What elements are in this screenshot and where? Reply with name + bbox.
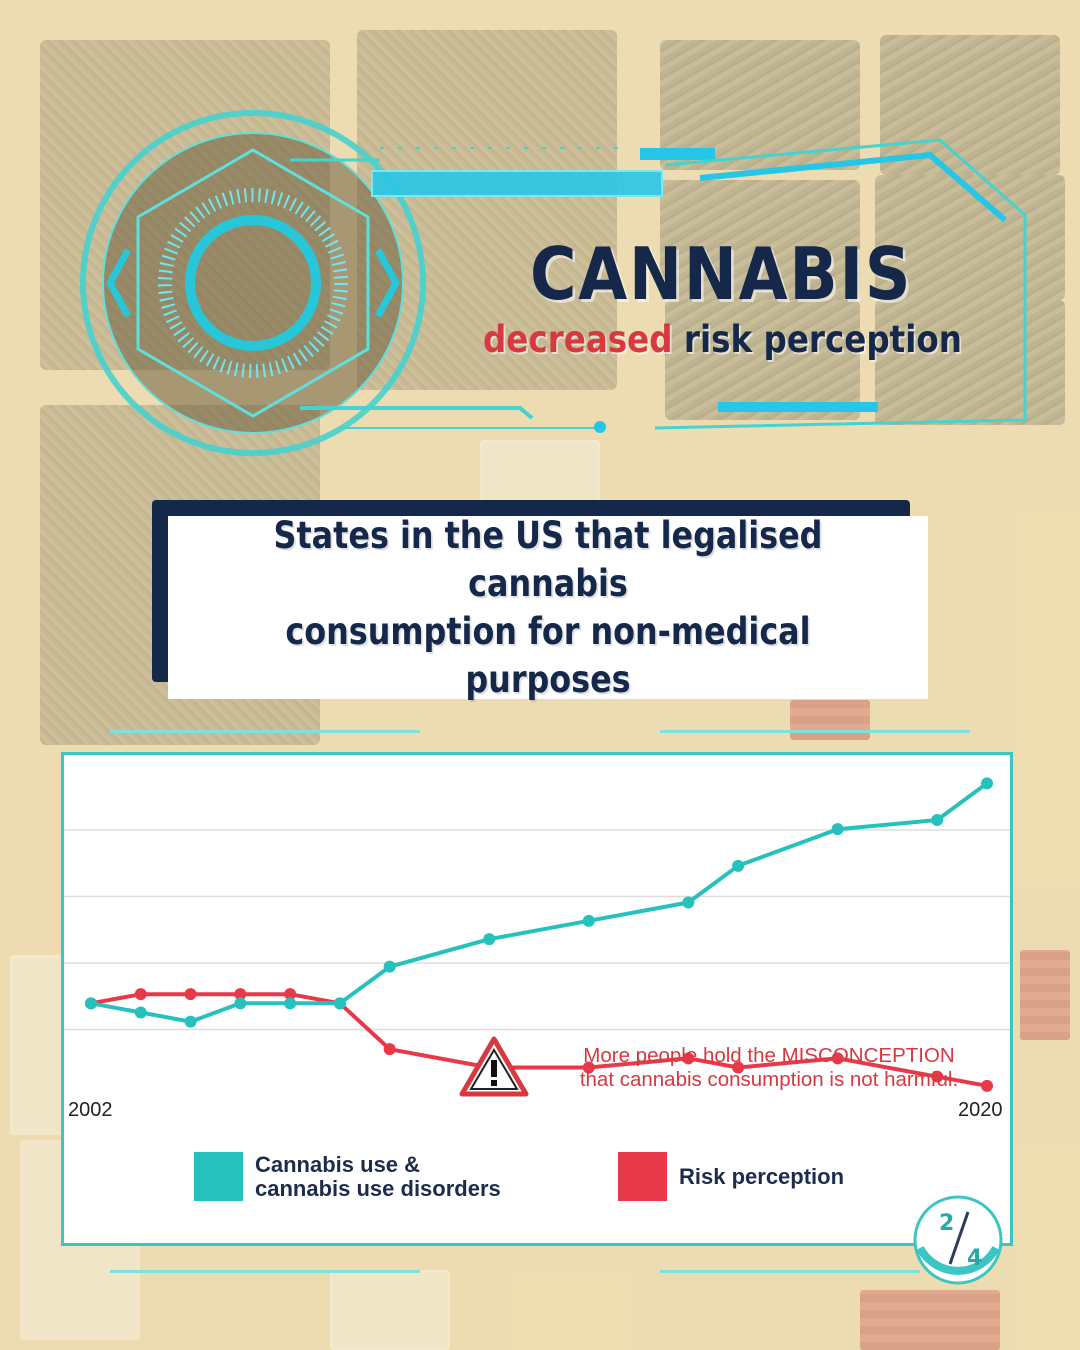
data-point-cannabis-use-cannabis-use-disorders: [383, 960, 396, 973]
data-point-risk-perception: [284, 988, 297, 1001]
data-point-cannabis-use-cannabis-use-disorders: [333, 997, 346, 1010]
legend-swatch-risk: [618, 1152, 667, 1201]
data-point-cannabis-use-cannabis-use-disorders: [931, 814, 944, 826]
data-point-cannabis-use-cannabis-use-disorders: [682, 896, 695, 909]
data-point-risk-perception: [383, 1043, 396, 1056]
page-current: 2: [939, 1211, 954, 1236]
data-point-cannabis-use-cannabis-use-disorders: [483, 933, 496, 946]
data-point-risk-perception: [134, 988, 147, 1001]
annotation-line-1: More people hold the MISCONCEPTION: [583, 1044, 955, 1067]
hud-decoration: [80, 110, 1027, 456]
data-point-cannabis-use-cannabis-use-disorders: [85, 997, 97, 1010]
frame-line: [660, 730, 970, 733]
frame-line: [660, 1270, 920, 1273]
data-point-cannabis-use-cannabis-use-disorders: [134, 1006, 147, 1019]
data-point-risk-perception: [931, 1070, 944, 1083]
data-point-risk-perception: [981, 1079, 993, 1092]
page-indicator: 2 4: [913, 1195, 1003, 1285]
data-point-risk-perception: [582, 1061, 595, 1074]
data-point-cannabis-use-cannabis-use-disorders: [234, 997, 247, 1010]
data-point-risk-perception: [831, 1052, 844, 1065]
chart-heading: States in the US that legalised cannabis…: [273, 513, 823, 701]
subtitle-rest: risk perception: [672, 318, 962, 361]
legend-swatch-cannabis: [194, 1152, 243, 1201]
subtitle-highlight: decreased: [483, 318, 673, 361]
page-total: 4: [967, 1246, 982, 1271]
frame-line: [110, 1270, 420, 1273]
chart-series: [85, 777, 993, 1092]
legend-label-risk: Risk perception: [679, 1163, 845, 1189]
misconception-annotation: More people hold the MISCONCEPTION that …: [534, 1044, 1004, 1092]
legend-item-cannabis-use: Cannabis use & cannabis use disorders: [194, 1152, 501, 1201]
series-line-risk-perception: [90, 992, 988, 1088]
data-point-risk-perception: [234, 988, 247, 1001]
page-subtitle: decreased risk perception: [483, 318, 962, 361]
x-tick-label-start: 2002: [68, 1099, 113, 1121]
data-point-risk-perception: [732, 1061, 745, 1074]
data-point-risk-perception: [682, 1052, 695, 1065]
legend-item-risk-perception: Risk perception: [618, 1152, 844, 1201]
chart-grid: [64, 829, 1010, 1031]
data-point-cannabis-use-cannabis-use-disorders: [831, 823, 844, 836]
heading-card: States in the US that legalised cannabis…: [168, 514, 928, 701]
annotation-line-2: that cannabis consumption is not harmful…: [579, 1068, 959, 1091]
data-point-cannabis-use-cannabis-use-disorders: [184, 1015, 197, 1028]
legend-label-cannabis: Cannabis use & cannabis use disorders: [255, 1151, 501, 1201]
series-line-cannabis-use-cannabis-use-disorders: [90, 781, 989, 1024]
page-title: CANNABIS: [530, 232, 913, 316]
data-point-cannabis-use-cannabis-use-disorders: [582, 914, 595, 927]
x-tick-label-end: 2020: [958, 1099, 1003, 1121]
data-point-cannabis-use-cannabis-use-disorders: [732, 859, 745, 872]
warning-triangle-icon: [459, 1036, 529, 1097]
data-point-cannabis-use-cannabis-use-disorders: [981, 777, 993, 790]
data-point-risk-perception: [184, 988, 197, 1001]
frame-line: [110, 730, 420, 733]
data-point-cannabis-use-cannabis-use-disorders: [284, 997, 297, 1010]
